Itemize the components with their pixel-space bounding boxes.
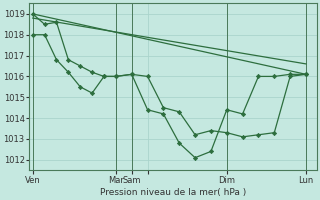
X-axis label: Pression niveau de la mer( hPa ): Pression niveau de la mer( hPa ) — [100, 188, 246, 197]
